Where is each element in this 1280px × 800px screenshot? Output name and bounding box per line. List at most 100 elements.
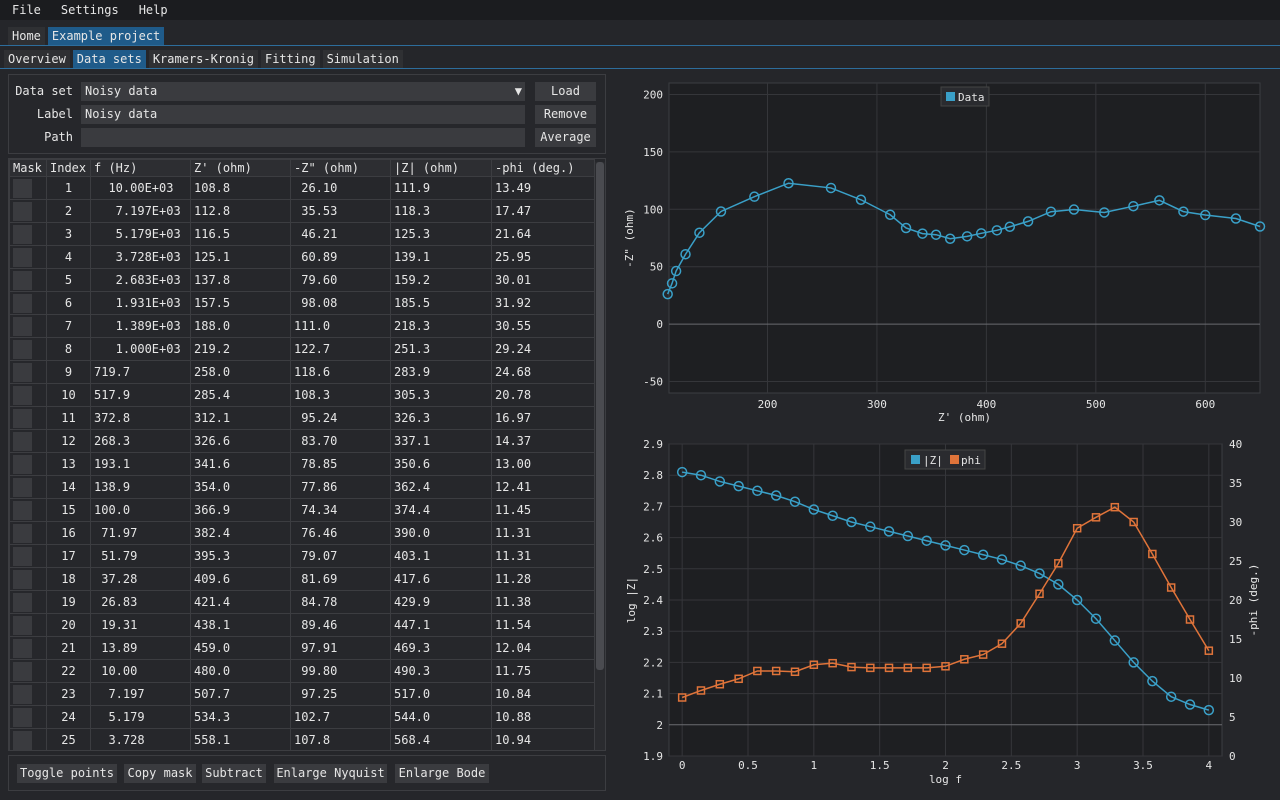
tab-overview[interactable]: Overview	[4, 50, 70, 68]
table-cell: 438.1	[190, 613, 291, 637]
phase-point	[1204, 646, 1214, 655]
impedance-point	[902, 530, 914, 542]
mask-checkbox[interactable]	[13, 316, 32, 336]
table-cell: 219.2	[190, 337, 291, 361]
y-tick-label: 2.5	[643, 563, 663, 576]
table-cell: 19.31	[90, 613, 191, 637]
mask-checkbox[interactable]	[13, 293, 32, 313]
table-cell: 97.25	[290, 682, 391, 706]
x-tick-label: 0.5	[738, 759, 758, 772]
menu-help[interactable]: Help	[138, 3, 168, 17]
mask-checkbox[interactable]	[13, 224, 32, 244]
column-header[interactable]: -phi (deg.)	[491, 159, 595, 177]
mask-checkbox[interactable]	[13, 385, 32, 405]
tab-example-project[interactable]: Example project	[47, 27, 165, 45]
menu-file[interactable]: File	[12, 3, 41, 17]
scrollbar-thumb[interactable]	[596, 162, 604, 670]
mask-checkbox[interactable]	[13, 270, 32, 290]
mask-cell	[9, 176, 47, 200]
table-row: 2 7.197E+03 112.8 35.53 118.3 17.47	[9, 199, 595, 223]
impedance-point	[676, 466, 688, 478]
path-input[interactable]	[81, 128, 525, 147]
path-label: Path	[44, 130, 73, 144]
tab-fitting[interactable]: Fitting	[260, 50, 320, 68]
tab-kramers-kronig[interactable]: Kramers-Kronig	[148, 50, 258, 68]
mask-checkbox[interactable]	[13, 201, 32, 221]
mask-checkbox[interactable]	[13, 477, 32, 497]
copy-mask-button[interactable]: Copy mask	[124, 764, 196, 783]
mask-checkbox[interactable]	[13, 339, 32, 359]
table-cell: 3.728	[90, 728, 191, 750]
column-header[interactable]: |Z| (ohm)	[390, 159, 492, 177]
column-header[interactable]: -Z" (ohm)	[290, 159, 391, 177]
mask-cell	[9, 245, 47, 269]
mask-checkbox[interactable]	[13, 408, 32, 428]
table-cell: 139.1	[390, 245, 492, 269]
mask-checkbox[interactable]	[13, 661, 32, 681]
mask-checkbox[interactable]	[13, 592, 32, 612]
mask-checkbox[interactable]	[13, 707, 32, 727]
enlarge-nyquist-button[interactable]: Enlarge Nyquist	[274, 764, 387, 783]
table-row: 7 1.389E+03 188.0 111.0 218.3 30.55	[9, 314, 595, 338]
mask-checkbox[interactable]	[13, 523, 32, 543]
table-cell: 97.91	[290, 636, 391, 660]
data-series-line	[666, 182, 1261, 295]
mask-cell	[9, 682, 47, 706]
impedance-point	[996, 554, 1008, 565]
mask-checkbox[interactable]	[13, 569, 32, 589]
table-cell: 12	[46, 429, 91, 453]
dataset-select[interactable]: Noisy data ▼	[81, 82, 525, 101]
impedance-point	[846, 516, 857, 528]
mask-checkbox[interactable]	[13, 730, 32, 750]
mask-checkbox[interactable]	[13, 431, 32, 451]
table-row: 15 100.0 366.9 74.34 374.4 11.45	[9, 498, 595, 522]
phase-point	[809, 660, 819, 669]
column-header[interactable]: Index	[46, 159, 91, 177]
mask-checkbox[interactable]	[13, 454, 32, 474]
mask-checkbox[interactable]	[13, 638, 32, 658]
impedance-point	[1034, 568, 1045, 579]
table-cell: 10.94	[491, 728, 595, 750]
table-scrollbar[interactable]	[595, 162, 605, 750]
table-cell: 185.5	[390, 291, 492, 315]
phase-point	[1072, 523, 1082, 533]
table-cell: 31.92	[491, 291, 595, 315]
tab-data-sets[interactable]: Data sets	[72, 50, 146, 68]
y-tick-label: 0	[656, 318, 663, 331]
table-cell: 157.5	[190, 291, 291, 315]
x-tick-label: 2	[942, 759, 949, 772]
x-tick-label: 600	[1195, 398, 1215, 411]
table-cell: 2	[46, 199, 91, 223]
enlarge-bode-button[interactable]: Enlarge Bode	[395, 764, 489, 783]
table-cell: 544.0	[390, 705, 492, 729]
tab-home[interactable]: Home	[8, 27, 45, 45]
remove-button[interactable]: Remove	[535, 105, 596, 124]
mask-checkbox[interactable]	[13, 178, 32, 198]
subtract-button[interactable]: Subtract	[202, 764, 266, 783]
average-button[interactable]: Average	[535, 128, 596, 147]
column-header[interactable]: Z' (ohm)	[190, 159, 291, 177]
mask-checkbox[interactable]	[13, 247, 32, 267]
mask-checkbox[interactable]	[13, 500, 32, 520]
column-header[interactable]: Mask	[9, 159, 47, 177]
mask-checkbox[interactable]	[13, 684, 32, 704]
y2-axis-label: -phi (deg.)	[1247, 564, 1260, 637]
tab-simulation[interactable]: Simulation	[322, 50, 403, 68]
table-header: Mask Index f (Hz) Z' (ohm) -Z" (ohm) |Z| (ohm…	[9, 159, 595, 177]
table-cell: 111.9	[390, 176, 492, 200]
phase-point	[978, 650, 988, 659]
mask-cell	[9, 291, 47, 315]
table-cell: 76.46	[290, 521, 391, 545]
toggle-points-button[interactable]: Toggle points	[17, 764, 117, 783]
table-cell: 421.4	[190, 590, 291, 614]
column-header[interactable]: f (Hz)	[90, 159, 191, 177]
menu-settings[interactable]: Settings	[60, 3, 119, 17]
table-cell: 81.69	[290, 567, 391, 591]
mask-checkbox[interactable]	[13, 362, 32, 382]
data-point	[1068, 204, 1080, 215]
mask-checkbox[interactable]	[13, 615, 32, 635]
mask-checkbox[interactable]	[13, 546, 32, 566]
label-input[interactable]: Noisy data	[81, 105, 525, 124]
load-button[interactable]: Load	[535, 82, 596, 101]
x-tick-label: 1.5	[870, 759, 890, 772]
